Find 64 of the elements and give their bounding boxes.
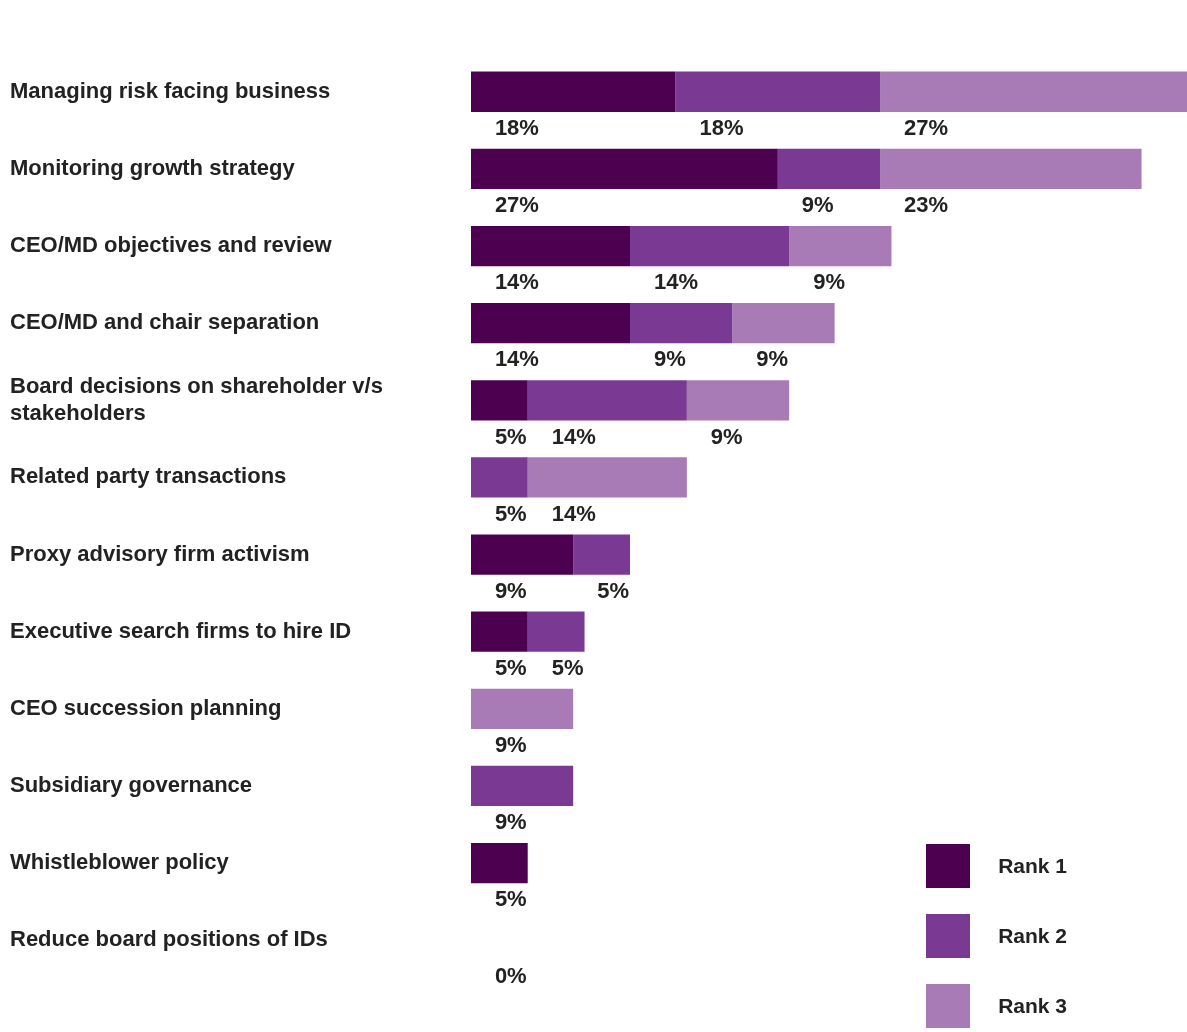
bar [470, 765, 574, 807]
y-tick-label: Proxy advisory firm activism [10, 540, 310, 566]
bar [470, 71, 676, 112]
data-label: 5% [494, 654, 527, 680]
bar [675, 71, 881, 112]
y-tick-label: Subsidiary governance [10, 772, 253, 798]
data-label: 9% [494, 577, 527, 603]
annotation: 0% [494, 963, 527, 989]
bar [527, 611, 585, 652]
data-label: 5% [551, 654, 584, 680]
data-label: 23% [904, 192, 949, 218]
data-label: 5% [494, 500, 527, 526]
bar [470, 534, 574, 575]
bar [470, 688, 574, 729]
data-label: 9% [494, 732, 527, 758]
legend-label: Rank 1 [998, 854, 1067, 878]
bar [527, 457, 687, 498]
bar [630, 303, 733, 344]
data-label: 5% [494, 886, 527, 912]
y-tick-label: Whistleblower policy [10, 849, 230, 875]
bar [630, 225, 790, 267]
data-label: 27% [904, 114, 949, 140]
bar [880, 148, 1142, 190]
y-tick-label: Managing risk facing business [10, 77, 331, 103]
data-label: 5% [494, 423, 527, 449]
data-label: 9% [654, 346, 686, 372]
bar [470, 303, 631, 344]
data-label: 9% [710, 423, 743, 449]
bar [777, 148, 881, 190]
bar [732, 303, 835, 344]
y-tick-label: Monitoring growth strategy [10, 154, 296, 180]
bar [527, 380, 687, 421]
bar [470, 380, 528, 421]
bar [470, 457, 528, 498]
data-label: 9% [801, 192, 834, 218]
data-label: 9% [756, 346, 789, 372]
bar [470, 148, 778, 190]
data-label: 14% [551, 423, 596, 449]
data-label: 14% [551, 500, 596, 526]
y-tick-label: CEO succession planning [10, 694, 282, 720]
y-tick-label: Executive search firms to hire ID [10, 617, 352, 643]
data-label: 9% [813, 269, 845, 295]
data-label: 27% [494, 192, 539, 218]
y-tick-label: CEO/MD objectives and review [10, 232, 333, 258]
bar [470, 842, 528, 884]
bar [686, 380, 790, 421]
y-tick-label: Related party transactions [10, 463, 287, 489]
data-label: 14% [494, 269, 539, 295]
bar [470, 225, 631, 267]
bar [880, 71, 1187, 112]
y-tick-label: Reduce board positions of IDs [10, 926, 328, 952]
data-label: 9% [494, 809, 527, 835]
data-label: 18% [699, 114, 744, 140]
y-tick-label: Board decisions on shareholder v/s stakeholders [10, 373, 383, 425]
y-tick-label: CEO/MD and chair separation [10, 309, 320, 335]
data-label: 18% [494, 114, 539, 140]
data-label: 5% [597, 577, 629, 603]
legend-label: Rank 2 [998, 924, 1067, 948]
bar [789, 225, 892, 267]
data-label: 14% [494, 346, 539, 372]
bar [470, 611, 528, 652]
bar [573, 534, 631, 575]
data-label: 14% [654, 269, 699, 295]
legend-label: Rank 3 [998, 994, 1067, 1018]
